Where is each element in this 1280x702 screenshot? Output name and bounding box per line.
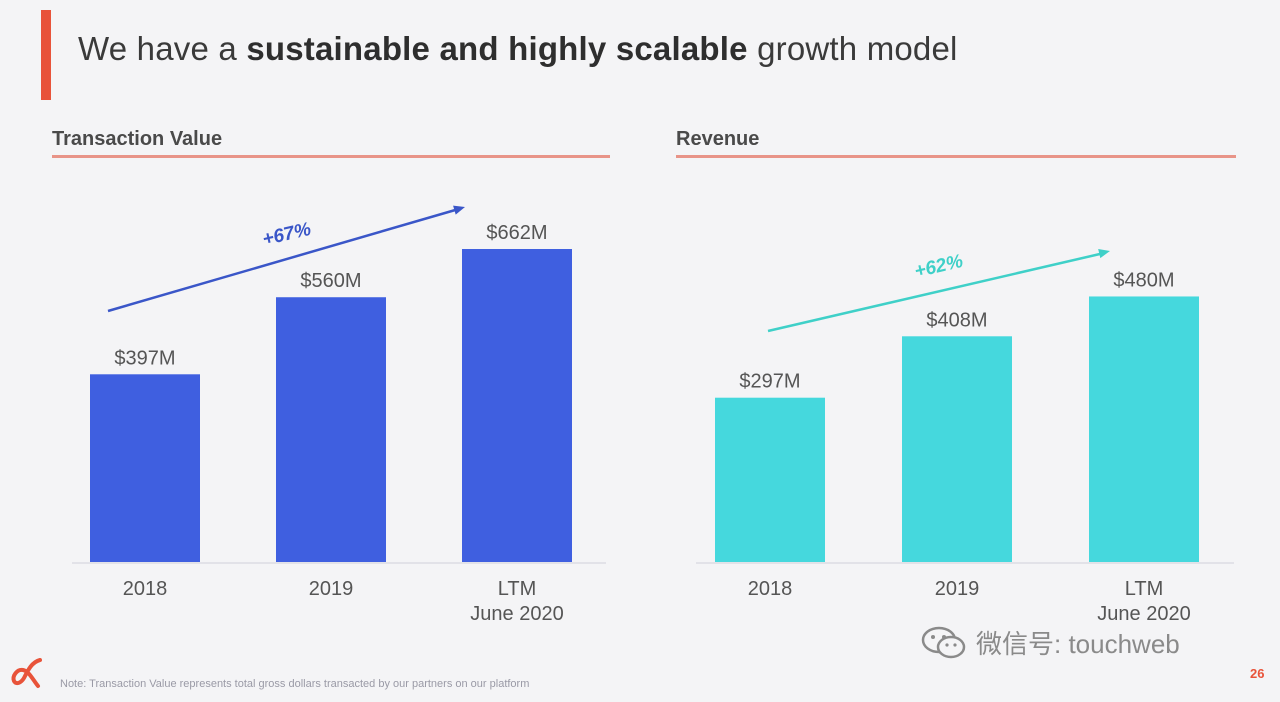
transaction-growth-arrow [107,208,458,313]
transaction-growth-annotation: +67% [260,219,313,251]
revenue-value-label-0: $297M [739,371,800,393]
revenue-value-label-2: $480M [1113,269,1174,291]
title-suffix: growth model [747,30,958,67]
revenue-category-label-1: 2019 [935,578,980,600]
revenue-bar-2 [1089,296,1199,562]
revenue-category-label-2-line2: June 2020 [1097,603,1190,625]
transaction-bar-2 [462,249,572,562]
transaction-value-label-2: $662M [486,222,547,244]
wechat-watermark: 微信号: touchweb [920,624,1180,661]
title-accent-bar [41,10,51,100]
transaction-category-label-2-line2: June 2020 [470,603,563,625]
revenue-rule [676,155,1236,158]
transaction-category-label-0: 2018 [123,578,168,600]
wechat-icon [921,626,966,658]
transaction-category-label-2: LTM [498,578,537,600]
revenue-growth-arrow [767,252,1103,333]
revenue-growth-annotation: +62% [912,251,965,283]
revenue-bar-0 [715,397,825,562]
watermark-text: 微信号: touchweb [976,629,1180,659]
transaction-bar-1 [276,297,386,562]
transaction-value-heading: Transaction Value [52,128,223,150]
footnote: Note: Transaction Value represents total… [60,678,530,690]
page-title: We have a sustainable and highly scalabl… [78,30,958,68]
transaction-growth-arrowhead [453,205,465,215]
transaction-value-rule [52,155,610,158]
revenue-value-label-1: $408M [926,309,987,331]
revenue-heading: Revenue [676,128,760,150]
transaction-category-label-1: 2019 [309,578,354,600]
revenue-category-label-0: 2018 [748,578,793,600]
revenue-bar-1 [902,336,1012,562]
revenue-category-label-2: LTM [1125,578,1164,600]
transaction-value-label-1: $560M [300,270,361,292]
transaction-bar-0 [90,374,200,562]
title-prefix: We have a [78,30,247,67]
title-bold: sustainable and highly scalable [246,30,748,67]
revenue-growth-arrowhead [1098,248,1110,259]
company-logo-icon [11,658,42,688]
transaction-value-label-0: $397M [114,347,175,369]
page-number: 26 [1250,666,1265,681]
